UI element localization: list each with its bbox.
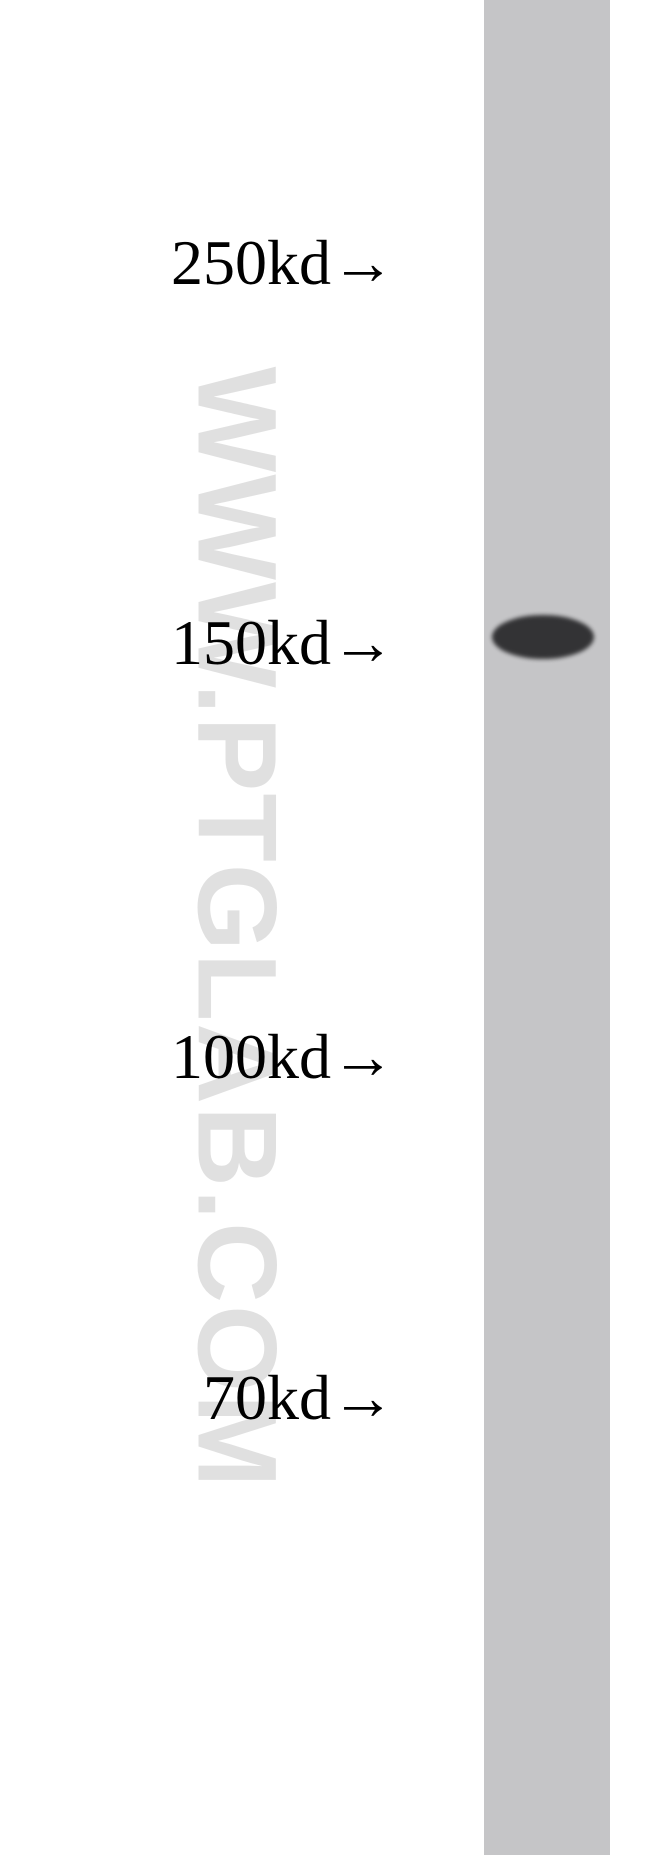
- arrow-right-icon: →: [331, 607, 395, 678]
- mw-marker-value: 250kd: [171, 227, 331, 298]
- arrow-right-icon: →: [331, 1362, 395, 1433]
- protein-band: [492, 615, 594, 659]
- blot-lane: [484, 0, 610, 1855]
- mw-marker-value: 100kd: [171, 1021, 331, 1092]
- mw-marker-label: 100kd→: [171, 1025, 395, 1089]
- blot-figure: 250kd→150kd→100kd→70kd→ WWW.PTGLAB.COM: [0, 0, 650, 1855]
- mw-marker-label: 250kd→: [171, 231, 395, 295]
- mw-marker-label: 150kd→: [171, 611, 395, 675]
- mw-marker-label: 70kd→: [203, 1366, 395, 1430]
- mw-marker-value: 150kd: [171, 607, 331, 678]
- watermark-text: WWW.PTGLAB.COM: [173, 367, 302, 1490]
- arrow-right-icon: →: [331, 227, 395, 298]
- arrow-right-icon: →: [331, 1021, 395, 1092]
- mw-marker-value: 70kd: [203, 1362, 331, 1433]
